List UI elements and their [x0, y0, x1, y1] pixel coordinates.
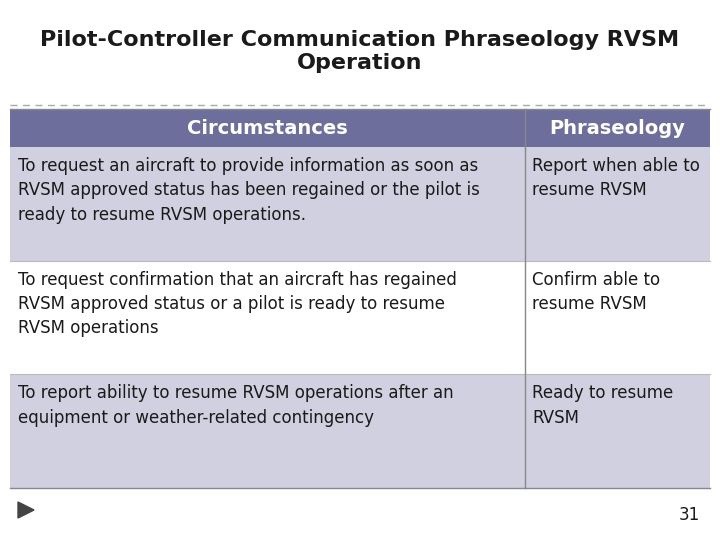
- Bar: [524, 147, 710, 261]
- Text: 31: 31: [679, 506, 700, 524]
- Text: Ready to resume
RVSM: Ready to resume RVSM: [533, 384, 674, 427]
- Text: Report when able to
resume RVSM: Report when able to resume RVSM: [533, 157, 701, 199]
- Bar: [10, 109, 524, 147]
- Text: Pilot-Controller Communication Phraseology RVSM
Operation: Pilot-Controller Communication Phraseolo…: [40, 30, 680, 73]
- Bar: [10, 261, 524, 374]
- Bar: [10, 147, 524, 261]
- Text: To request an aircraft to provide information as soon as
RVSM approved status ha: To request an aircraft to provide inform…: [18, 157, 480, 224]
- Polygon shape: [18, 502, 34, 518]
- Text: To request confirmation that an aircraft has regained
RVSM approved status or a : To request confirmation that an aircraft…: [18, 271, 457, 338]
- Bar: [524, 261, 710, 374]
- Bar: [10, 374, 524, 488]
- Bar: [524, 374, 710, 488]
- Text: Phraseology: Phraseology: [549, 118, 685, 138]
- Text: To report ability to resume RVSM operations after an
equipment or weather-relate: To report ability to resume RVSM operati…: [18, 384, 454, 427]
- Text: Confirm able to
resume RVSM: Confirm able to resume RVSM: [533, 271, 661, 313]
- Text: Circumstances: Circumstances: [187, 118, 348, 138]
- Bar: [524, 109, 710, 147]
